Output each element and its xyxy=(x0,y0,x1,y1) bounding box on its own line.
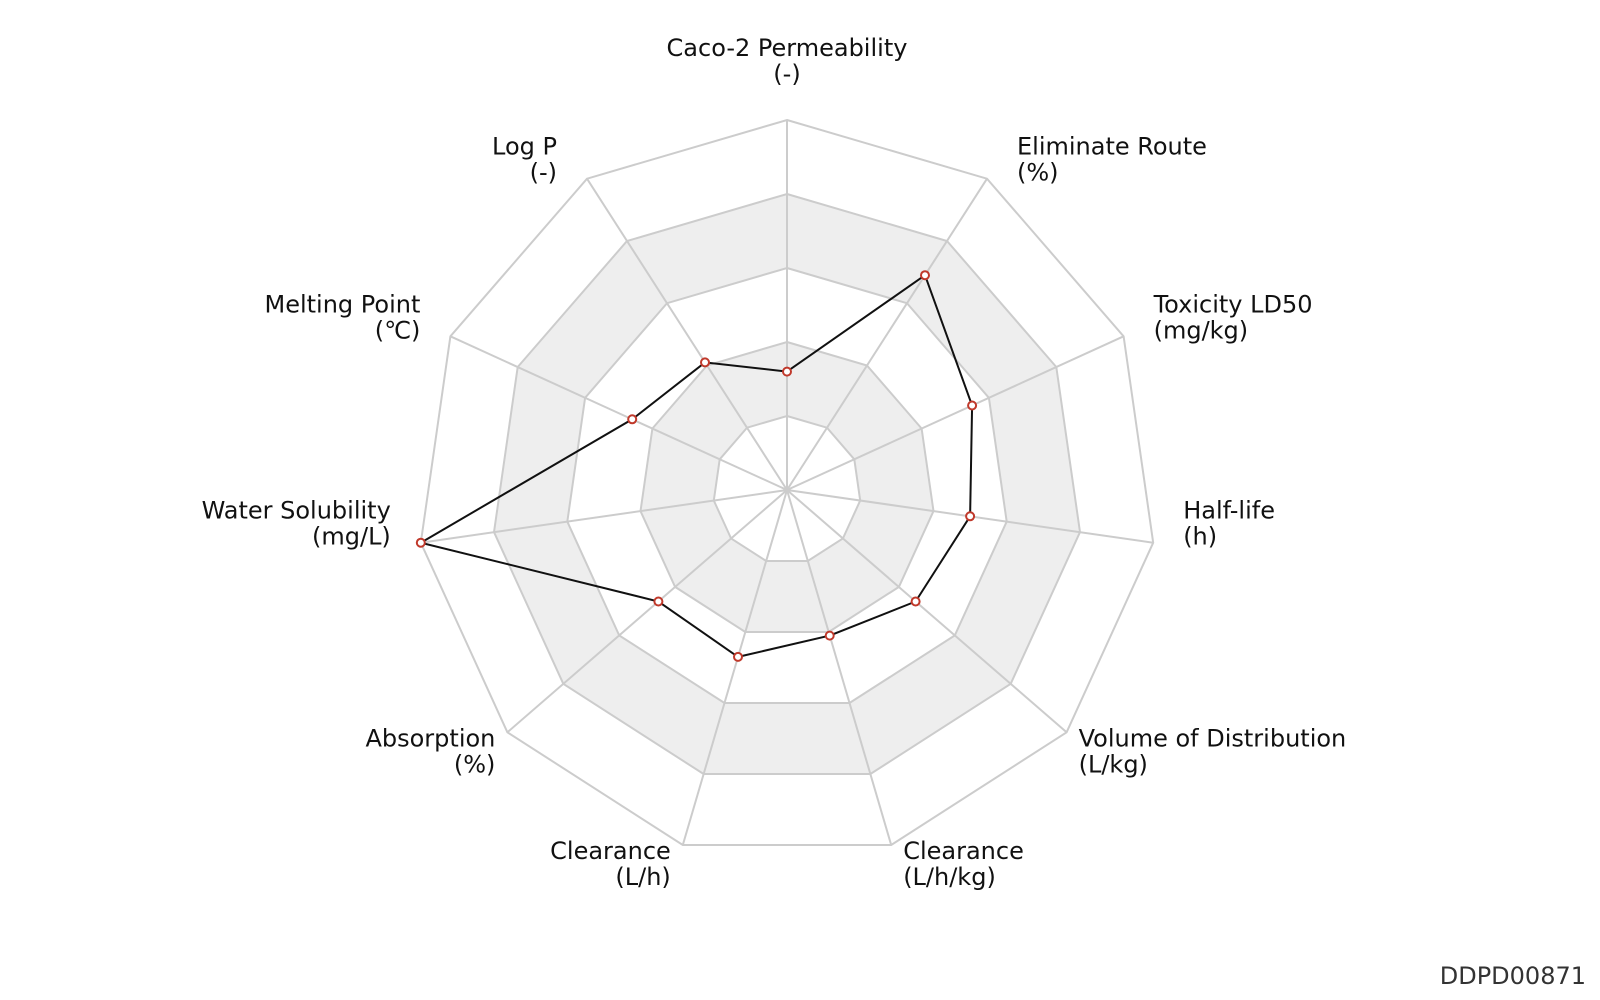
data-point-6 xyxy=(733,651,743,662)
axis-label-name: Half-life xyxy=(1183,497,1275,525)
radar-spoke-8 xyxy=(420,489,788,544)
axis-label-unit: (%) xyxy=(1017,159,1059,187)
radar-series xyxy=(415,270,978,662)
axis-label-name: Absorption xyxy=(365,724,495,752)
axis-label-4: Volume of Distribution (L/kg) xyxy=(1079,724,1347,778)
axis-label-2: Toxicity LD50 (mg/kg) xyxy=(1153,290,1313,344)
axis-label-unit: (-) xyxy=(773,60,800,88)
axis-label-name: Clearance xyxy=(903,837,1024,865)
axis-label-name: Volume of Distribution xyxy=(1079,724,1347,752)
radar-spoke-4 xyxy=(786,489,1068,734)
axis-label-unit: (h) xyxy=(1183,523,1217,551)
data-point-8 xyxy=(415,537,426,548)
series-line xyxy=(418,273,974,658)
axis-label-9: Melting Point (℃) xyxy=(265,290,421,344)
axis-label-name: Eliminate Route xyxy=(1017,133,1207,161)
axis-label-name: Log P xyxy=(492,133,557,161)
axis-label-name: Caco-2 Permeability xyxy=(667,34,908,62)
radar-spoke-1 xyxy=(786,178,988,491)
axis-label-unit: (-) xyxy=(530,159,557,187)
radar-spoke-5 xyxy=(786,489,893,846)
axis-label-6: Clearance (L/h) xyxy=(550,837,671,891)
data-point-2 xyxy=(967,400,978,411)
data-point-0 xyxy=(782,366,792,377)
axis-label-name: Toxicity LD50 xyxy=(1153,290,1313,318)
radar-axis-labels: Caco-2 Permeability (-)Eliminate Route (%)… xyxy=(202,34,1347,891)
radar-spoke-6 xyxy=(681,489,788,846)
axis-label-unit: (%) xyxy=(454,750,496,778)
radar-spoke-7 xyxy=(506,489,788,734)
watermark-id: DDPD00871 xyxy=(1439,962,1586,990)
axis-label-3: Half-life (h) xyxy=(1183,497,1275,551)
data-point-5 xyxy=(824,630,835,641)
axis-label-10: Log P (-) xyxy=(492,133,557,187)
axis-label-name: Clearance xyxy=(550,837,671,865)
data-point-1 xyxy=(920,270,930,281)
radar-spokes xyxy=(420,120,1154,846)
data-point-7 xyxy=(653,596,664,607)
axis-label-name: Water Solubility xyxy=(202,497,391,525)
axis-label-1: Eliminate Route (%) xyxy=(1017,133,1207,187)
axis-label-8: Water Solubility (mg/L) xyxy=(202,497,391,551)
axis-label-7: Absorption (%) xyxy=(365,724,495,778)
axis-label-unit: (mg/L) xyxy=(312,523,391,551)
radar-spoke-9 xyxy=(449,335,788,491)
axis-label-unit: (mg/kg) xyxy=(1154,316,1249,344)
axis-label-unit: (℃) xyxy=(375,316,421,344)
axis-label-unit: (L/h/kg) xyxy=(903,863,996,891)
radar-spoke-2 xyxy=(786,335,1125,491)
data-point-4 xyxy=(910,596,921,607)
axis-label-5: Clearance (L/h/kg) xyxy=(903,837,1024,891)
data-point-3 xyxy=(965,511,976,522)
axis-label-name: Melting Point xyxy=(265,290,421,318)
axis-label-unit: (L/kg) xyxy=(1079,750,1148,778)
axis-label-unit: (L/h) xyxy=(615,863,670,891)
data-point-10 xyxy=(700,357,710,368)
radar-spoke-10 xyxy=(586,178,788,491)
axis-label-0: Caco-2 Permeability (-) xyxy=(667,34,908,88)
data-point-9 xyxy=(627,414,638,425)
